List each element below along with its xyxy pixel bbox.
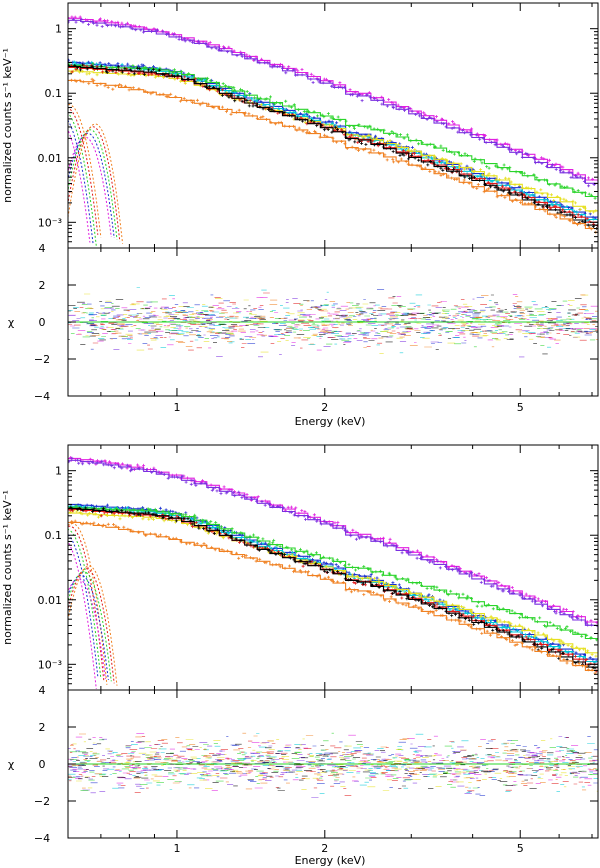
residual-y-tick-label: 0	[39, 316, 46, 329]
y-tick-label: 0.01	[38, 594, 63, 607]
residual-y-tick-label: 2	[39, 721, 46, 734]
line-component-0-mos-e	[68, 107, 99, 235]
x-tick-label: 2	[321, 842, 328, 855]
residual-plot-area	[68, 732, 598, 798]
x-tick-label: 5	[517, 401, 524, 414]
data-points-mos-f	[68, 63, 598, 230]
line-component-1-rgs-like	[68, 565, 118, 686]
y-axis-label: normalized counts s⁻¹ keV⁻¹	[1, 48, 14, 203]
line-component-1-mos-e	[68, 568, 115, 684]
data-points-pn-1	[68, 15, 598, 185]
line-component-1-rgs-like	[68, 123, 124, 244]
residuals-rgs-like	[68, 732, 597, 791]
x-tick-label: 5	[517, 842, 524, 855]
model-line-pn-2	[68, 459, 598, 631]
line-component-0-mos-c	[68, 112, 97, 246]
residual-y-tick-label: −4	[34, 390, 50, 403]
y-tick-label: 10⁻³	[38, 216, 62, 229]
residual-y-tick-label: −2	[34, 353, 50, 366]
y-axis-label: normalized counts s⁻¹ keV⁻¹	[1, 490, 14, 645]
model-line-mos-c	[68, 506, 598, 643]
line-component-0-mos-e	[68, 525, 105, 682]
y-tick-label: 0.1	[45, 529, 63, 542]
line-component-1-mos-c	[68, 129, 118, 240]
residual-y-axis-label: χ	[8, 758, 15, 771]
line-component-0-rgs-like	[68, 522, 108, 685]
residual-y-axis-label: χ	[8, 316, 15, 329]
x-axis-label: Energy (keV)	[295, 854, 366, 867]
residuals-mos-e	[68, 292, 598, 351]
residual-y-tick-label: −4	[34, 832, 50, 845]
line-component-0-pn-1	[68, 541, 97, 690]
model-line-pn-2	[68, 19, 598, 189]
residual-y-tick-label: −2	[34, 795, 50, 808]
data-points-rgs-like	[69, 519, 597, 675]
line-component-0-mos-a	[68, 533, 99, 677]
residuals-pn-2	[68, 736, 598, 798]
line-component-1-mos-e	[68, 126, 121, 242]
residuals-pn-2	[68, 298, 587, 358]
spectrum-plot-area	[68, 15, 598, 246]
line-component-0-mos-c	[68, 528, 102, 679]
residual-y-tick-label: 0	[39, 758, 46, 771]
residual-y-tick-label: 4	[39, 242, 46, 255]
x-tick-label: 1	[173, 842, 180, 855]
model-line-rgs-like	[68, 79, 598, 234]
y-tick-label: 1	[55, 23, 62, 36]
line-component-0-pn-1	[68, 128, 91, 243]
model-line-mos-c	[68, 64, 598, 201]
residuals-mos-a	[72, 289, 598, 350]
top-figure: 1 2 5 Energy (keV) 1 0.1 0.01 10⁻³ normalized co…	[1, 2, 599, 428]
line-component-1-mos-a	[68, 132, 115, 238]
line-component-1-mos-c	[68, 571, 112, 682]
model-line-pn-1	[68, 457, 598, 628]
data-points-mos-b	[68, 504, 597, 666]
spectrum-plot-area	[68, 456, 598, 690]
residual-y-tick-label: 4	[39, 684, 46, 697]
y-tick-label: 1	[55, 465, 62, 478]
line-component-1-pn-1	[68, 136, 112, 238]
x-tick-label: 2	[321, 401, 328, 414]
residuals-mos-b	[68, 287, 596, 354]
data-points-mos-e	[68, 507, 598, 673]
y-tick-label: 0.01	[38, 152, 63, 165]
model-line-mos-f	[68, 65, 598, 231]
residuals-mos-d	[84, 293, 590, 354]
x-tick-label: 1	[173, 401, 180, 414]
residual-y-tick-label: 2	[39, 279, 46, 292]
data-points-pn-1	[69, 456, 598, 625]
y-tick-label: 0.1	[45, 87, 63, 100]
data-points-pn-2	[68, 456, 598, 628]
model-line-mos-e	[68, 508, 598, 670]
line-component-1-mos-a	[68, 574, 109, 680]
x-axis-label: Energy (keV)	[295, 415, 366, 428]
data-points-pn-2	[68, 17, 597, 188]
bottom-figure: 1 2 5 Energy (keV) 1 0.1 0.01 10⁻³ normalized co…	[1, 444, 599, 867]
model-line-rgs-like	[68, 521, 598, 676]
residual-plot-area	[68, 287, 598, 358]
y-tick-label: 10⁻³	[38, 658, 62, 671]
model-line-pn-1	[68, 17, 598, 186]
model-line-mos-f	[68, 507, 598, 673]
line-component-1-pn-1	[68, 578, 106, 680]
data-points-rgs-like	[69, 77, 598, 234]
